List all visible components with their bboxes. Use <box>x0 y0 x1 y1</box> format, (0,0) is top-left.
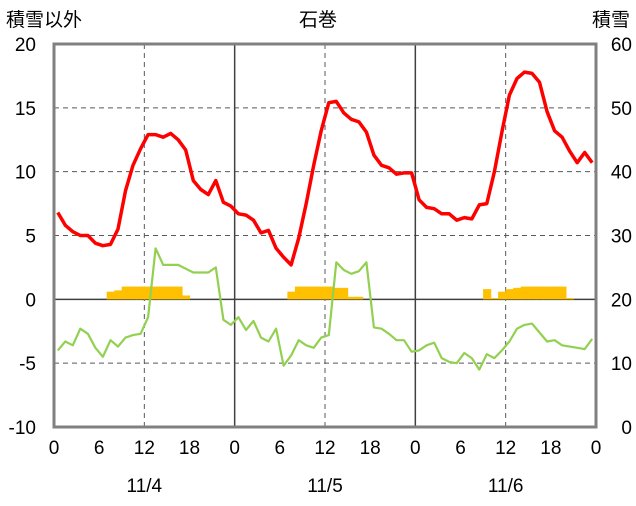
x-tick-label: 6 <box>455 438 466 459</box>
x-tick-label: 6 <box>275 438 286 459</box>
bar <box>565 298 575 300</box>
left-tick-label: 5 <box>25 227 36 248</box>
bar <box>287 291 296 300</box>
x-tick-label: 0 <box>49 438 60 459</box>
right-tick-label: 40 <box>611 163 632 184</box>
right-axis-ticks: 60 50 40 30 20 10 0 <box>611 35 632 439</box>
bar <box>543 286 552 300</box>
x-tick-label: 0 <box>229 438 240 459</box>
left-tick-label: -10 <box>9 418 36 439</box>
left-tick-label: 15 <box>15 99 36 120</box>
bar <box>483 289 492 300</box>
green-series-line <box>56 247 594 371</box>
grid-layer <box>54 44 596 427</box>
x-axis-ticks: 0 6 12 18 0 6 12 18 0 6 12 18 0 <box>49 438 602 459</box>
date-label: 11/5 <box>307 476 343 497</box>
bar <box>520 286 529 300</box>
x-tick-label: 18 <box>360 438 381 459</box>
x-tick-label: 0 <box>410 438 421 459</box>
bar <box>355 296 364 300</box>
left-axis-label: 積雪以外 <box>6 9 82 31</box>
bar <box>535 286 544 300</box>
x-tick-label: 18 <box>540 438 561 459</box>
bar <box>325 286 334 300</box>
right-tick-label: 50 <box>611 99 632 120</box>
bar-layer <box>106 286 575 300</box>
bar <box>317 286 326 300</box>
bar <box>309 286 319 300</box>
right-axis-label: 積雪 <box>592 9 630 31</box>
left-tick-label: 0 <box>25 290 36 311</box>
bar <box>498 291 507 300</box>
bar <box>302 286 311 300</box>
x-tick-label: 18 <box>179 438 200 459</box>
bar <box>550 286 559 300</box>
x-tick-label: 12 <box>495 438 516 459</box>
bar <box>490 298 499 300</box>
bar <box>129 286 138 300</box>
bar <box>136 286 145 300</box>
bar <box>332 287 341 300</box>
right-tick-label: 60 <box>611 35 632 56</box>
bar <box>340 287 349 300</box>
x-tick-label: 0 <box>591 438 602 459</box>
bar <box>181 295 191 300</box>
bar <box>558 286 567 300</box>
x-tick-label: 12 <box>134 438 155 459</box>
bar <box>114 290 123 300</box>
left-tick-label: 20 <box>15 35 36 56</box>
bar <box>121 286 130 300</box>
right-tick-label: 0 <box>621 418 632 439</box>
bar <box>106 291 115 300</box>
bar <box>505 289 514 300</box>
bar <box>513 287 522 300</box>
chart-title: 石巻 <box>299 9 337 31</box>
right-tick-label: 10 <box>611 354 632 375</box>
date-label: 11/6 <box>488 476 524 497</box>
bar <box>528 286 537 300</box>
bar <box>166 286 176 300</box>
left-axis-ticks: 20 15 10 5 0 -5 -10 <box>9 35 36 439</box>
plot-frame <box>52 42 598 429</box>
bar <box>151 286 160 300</box>
right-tick-label: 20 <box>611 290 632 311</box>
x-tick-label: 6 <box>94 438 105 459</box>
bar <box>144 286 153 300</box>
right-tick-label: 30 <box>611 227 632 248</box>
left-tick-label: -5 <box>19 354 36 375</box>
bar <box>294 286 304 300</box>
bar <box>347 296 356 300</box>
red-series-line <box>56 70 594 267</box>
bar <box>159 286 168 300</box>
bar <box>174 286 183 300</box>
left-tick-label: 10 <box>15 163 36 184</box>
x-tick-label: 12 <box>314 438 335 459</box>
date-labels: 11/4 11/5 11/6 <box>127 476 524 497</box>
date-label: 11/4 <box>127 476 163 497</box>
